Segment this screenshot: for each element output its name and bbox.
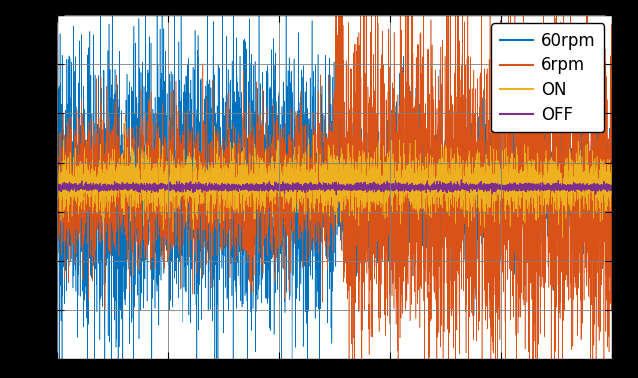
Legend: 60rpm, 6rpm, ON, OFF: 60rpm, 6rpm, ON, OFF: [491, 23, 604, 132]
